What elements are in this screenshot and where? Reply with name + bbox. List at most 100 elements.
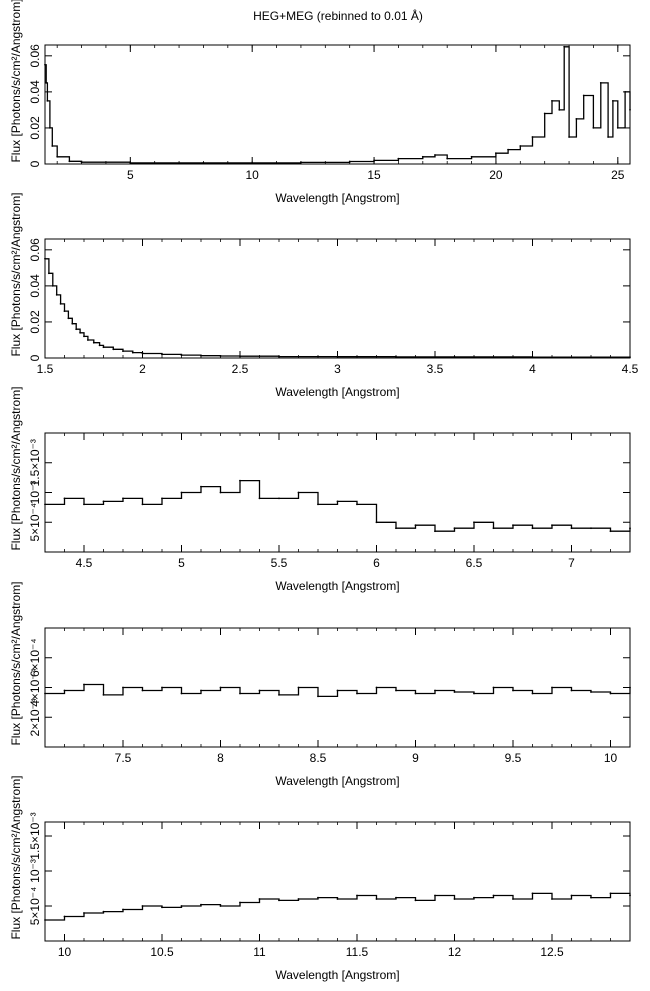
data-point [239, 355, 241, 358]
data-point [512, 524, 514, 527]
data-point [129, 162, 132, 164]
data-point [543, 112, 546, 115]
x-tick-label: 4 [529, 362, 536, 376]
x-tick-label: 4.5 [622, 362, 639, 376]
data-point [297, 686, 300, 689]
data-point [492, 686, 495, 689]
data-point [421, 155, 424, 158]
data-point [356, 894, 358, 897]
data-point [616, 127, 619, 129]
data-point [44, 503, 46, 506]
y-tick-label: 1.5×10⁻³ [28, 812, 42, 859]
data-point [356, 692, 358, 695]
data-point [395, 527, 397, 530]
data-point [92, 341, 95, 344]
data-point [45, 82, 48, 84]
data-point [202, 162, 205, 164]
data-point [122, 497, 124, 500]
data-point [102, 500, 105, 503]
data-point [434, 689, 436, 692]
data-point [531, 692, 534, 695]
x-tick-label: 1.5 [37, 362, 54, 376]
x-axis-label: Wavelength [Angstrom] [275, 774, 399, 788]
data-point [83, 335, 85, 338]
x-tick-label: 5.5 [271, 556, 288, 570]
data-point [575, 118, 578, 120]
y-axis-label: Flux [Photons/s/cm²/Angstrom] [9, 581, 23, 745]
data-point [300, 161, 302, 164]
data-point [336, 898, 339, 900]
data-point [551, 898, 553, 900]
data-point [492, 894, 495, 897]
data-point [375, 898, 378, 900]
data-point [44, 257, 46, 260]
x-tick-label: 10 [604, 751, 618, 765]
figure-title: HEG+MEG (rebinned to 0.01 Å) [253, 9, 423, 23]
data-point [55, 294, 58, 296]
data-point [200, 485, 202, 488]
data-point [495, 152, 497, 155]
plot-frame [44, 44, 631, 165]
data-point [599, 82, 602, 84]
x-axis-label: Wavelength [Angstrom] [275, 191, 399, 205]
data-point [200, 354, 202, 357]
panel-4: 7.5 8 8.5 9 9.5 10 2×10⁻⁴4×10⁻⁴6×10⁻⁴ Wavelengt… [9, 581, 631, 788]
data-point [629, 527, 631, 530]
data-point [395, 356, 397, 358]
data-point [278, 694, 280, 696]
plot-frame [44, 432, 631, 553]
plot-frame [44, 821, 631, 942]
x-tick-label: 9 [412, 751, 419, 765]
data-point [131, 351, 134, 354]
data-point [434, 530, 436, 533]
y-tick-label: 6×10⁻⁴ [28, 638, 42, 677]
data-point [609, 892, 612, 895]
data-point [558, 109, 561, 111]
data-point [278, 497, 280, 500]
data-point [414, 899, 417, 902]
data-point [200, 689, 202, 692]
data-point [141, 689, 144, 692]
data-point [434, 154, 436, 156]
data-point [590, 691, 592, 693]
data-point [83, 503, 85, 506]
data-point [568, 136, 570, 138]
data-point [71, 322, 74, 325]
data-point [112, 348, 115, 351]
data-point [570, 894, 573, 897]
data-point [531, 892, 534, 895]
x-tick-label: 10 [246, 168, 260, 182]
data-point [551, 686, 553, 689]
data-point [219, 355, 222, 357]
data-point [161, 686, 163, 689]
data-point [612, 100, 614, 102]
x-tick-label: 12 [448, 945, 462, 959]
data-point [473, 521, 475, 524]
data-point [563, 45, 566, 48]
x-tick-label: 4.5 [76, 556, 93, 570]
x-tick-label: 5 [178, 556, 185, 570]
data-point [102, 346, 105, 349]
y-tick-label: 0.02 [28, 310, 42, 334]
data-point [590, 527, 592, 530]
data-point [473, 896, 475, 899]
x-tick-label: 3 [334, 362, 341, 376]
x-tick-label: 6.5 [466, 556, 483, 570]
y-tick-label: 0.02 [28, 116, 42, 140]
data-point [375, 686, 378, 689]
data-point [122, 908, 124, 911]
data-point [258, 497, 261, 500]
data-point [44, 919, 46, 921]
data-point [219, 491, 222, 494]
x-axis-label: Wavelength [Angstrom] [275, 579, 399, 593]
x-tick-label: 15 [367, 168, 381, 182]
data-point [122, 350, 124, 352]
data-point [453, 898, 456, 900]
y-tick-label: 0.04 [28, 80, 42, 104]
data-point [629, 109, 631, 111]
data-point [258, 898, 261, 900]
data-point [397, 157, 400, 160]
x-tick-label: 8 [217, 751, 224, 765]
data-point [512, 898, 514, 900]
